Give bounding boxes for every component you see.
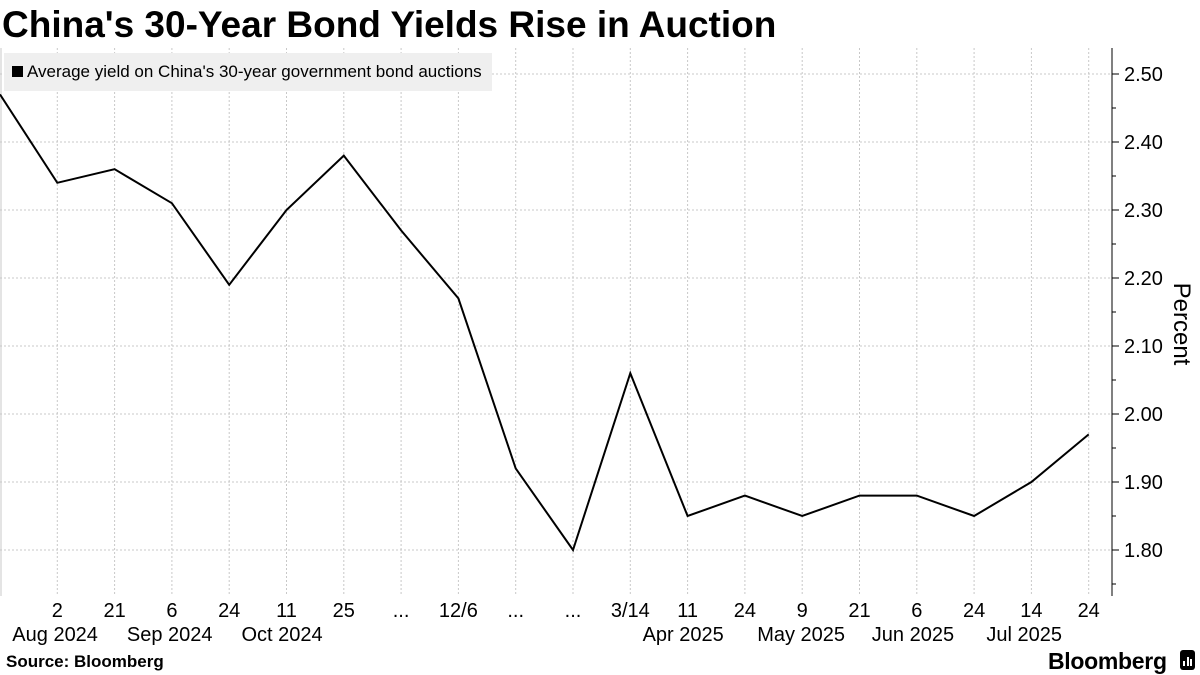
x-tick-label: 24 <box>734 600 756 622</box>
horizontal-gridlines <box>0 73 1112 551</box>
x-group-label: Jun 2025 <box>872 624 954 646</box>
legend-label: Average yield on China's 30-year governm… <box>27 62 482 81</box>
source-note: Source: Bloomberg <box>6 652 164 671</box>
y-axis-title: Percent <box>1168 283 1195 366</box>
x-tick-label: 14 <box>1020 600 1042 622</box>
x-tick-label: 24 <box>963 600 985 622</box>
x-group-label: Oct 2024 <box>242 624 323 646</box>
x-axis-month-labels: Aug 2024 Sep 2024 Oct 2024 Apr 2025 May 2025… <box>12 624 1062 646</box>
series-line-average-yield <box>0 93 1090 553</box>
x-group-label: Jul 2025 <box>986 624 1062 646</box>
legend: Average yield on China's 30-year governm… <box>4 53 492 91</box>
x-group-label: Aug 2024 <box>12 624 98 646</box>
bloomberg-chart-icon <box>1180 650 1195 670</box>
x-tick-label: 9 <box>797 600 808 622</box>
x-tick-label: 6 <box>166 600 177 622</box>
x-tick-label: 3/14 <box>611 600 650 622</box>
x-tick-label: ... <box>393 600 410 622</box>
x-tick-label: 11 <box>677 600 698 622</box>
x-tick-label: 25 <box>333 600 355 622</box>
x-tick-label: 11 <box>276 600 297 622</box>
y-tick-label: 2.50 <box>1124 64 1163 86</box>
y-tick-label: 2.10 <box>1124 336 1163 358</box>
x-tick-label: 2 <box>52 600 63 622</box>
x-tick-label: 21 <box>103 600 125 622</box>
x-tick-label: ... <box>507 600 524 622</box>
vertical-gridlines <box>56 48 1090 596</box>
x-group-label: May 2025 <box>757 624 845 646</box>
x-group-label: Sep 2024 <box>127 624 213 646</box>
y-tick-label: 2.40 <box>1124 132 1163 154</box>
x-tick-label: 21 <box>848 600 870 622</box>
chart-title: China's 30-Year Bond Yields Rise in Auct… <box>2 4 777 45</box>
y-tick-label: 1.90 <box>1124 472 1163 494</box>
y-tick-label: 1.80 <box>1124 540 1163 562</box>
y-axis-ticks: 1.80 1.90 2.00 2.10 2.20 2.30 2.40 2.50 <box>1112 64 1163 585</box>
x-axis-tick-labels: 2 21 6 24 11 25... 12/6...... 3/14 11 24 9 21 6 24 14 2… <box>52 600 1100 622</box>
x-tick-label: 24 <box>218 600 240 622</box>
bloomberg-logo: Bloomberg <box>1048 648 1167 674</box>
x-tick-label: 24 <box>1078 600 1100 622</box>
y-tick-label: 2.00 <box>1124 404 1163 426</box>
x-tick-label: 6 <box>911 600 922 622</box>
x-tick-label: ... <box>565 600 582 622</box>
x-tick-label: 12/6 <box>439 600 478 622</box>
y-tick-label: 2.20 <box>1124 268 1163 290</box>
legend-swatch <box>12 66 23 77</box>
x-group-label: Apr 2025 <box>643 624 724 646</box>
y-tick-label: 2.30 <box>1124 200 1163 222</box>
